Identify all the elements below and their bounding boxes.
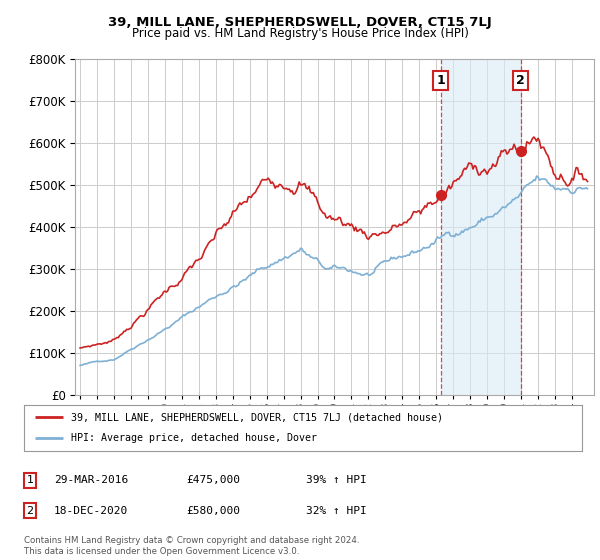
Bar [440,59,521,395]
Text: 1: 1 [436,74,445,87]
Text: 32% ↑ HPI: 32% ↑ HPI [306,506,367,516]
Text: Price paid vs. HM Land Registry's House Price Index (HPI): Price paid vs. HM Land Registry's House … [131,27,469,40]
Text: 1: 1 [26,475,34,486]
Text: 39, MILL LANE, SHEPHERDSWELL, DOVER, CT15 7LJ: 39, MILL LANE, SHEPHERDSWELL, DOVER, CT1… [108,16,492,29]
Text: 39, MILL LANE, SHEPHERDSWELL, DOVER, CT15 7LJ (detached house): 39, MILL LANE, SHEPHERDSWELL, DOVER, CT1… [71,412,443,422]
Text: Contains HM Land Registry data © Crown copyright and database right 2024.
This d: Contains HM Land Registry data © Crown c… [24,536,359,556]
Text: 2: 2 [26,506,34,516]
Text: 39% ↑ HPI: 39% ↑ HPI [306,475,367,486]
Text: 2: 2 [516,74,525,87]
Text: 29-MAR-2016: 29-MAR-2016 [54,475,128,486]
Text: 18-DEC-2020: 18-DEC-2020 [54,506,128,516]
Text: £475,000: £475,000 [186,475,240,486]
Text: HPI: Average price, detached house, Dover: HPI: Average price, detached house, Dove… [71,433,317,444]
Text: £580,000: £580,000 [186,506,240,516]
